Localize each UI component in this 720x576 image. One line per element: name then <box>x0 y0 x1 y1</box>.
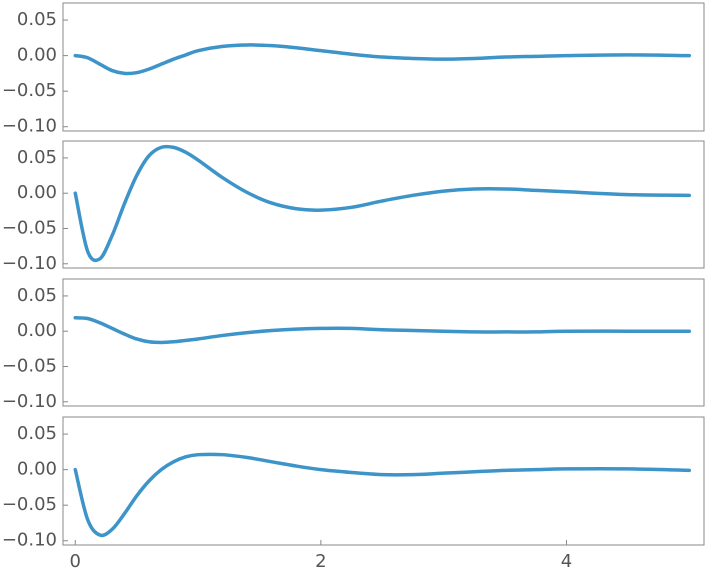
plot-frame <box>62 140 705 269</box>
data-line <box>73 43 692 76</box>
y-tick-label: −0.10 <box>2 116 57 137</box>
data-line <box>73 144 692 263</box>
y-tick-label: −0.10 <box>2 253 57 274</box>
y-tick-label: −0.05 <box>2 494 57 515</box>
y-tick-label: 0.05 <box>17 423 57 444</box>
y-tick-label: −0.05 <box>2 355 57 376</box>
y-tick-label: 0.00 <box>17 45 57 66</box>
data-line <box>73 452 692 538</box>
y-tick-label: −0.10 <box>2 391 57 412</box>
plot-frame <box>62 416 705 546</box>
plot-frame <box>62 2 705 132</box>
y-tick-label: 0.00 <box>17 182 57 203</box>
y-tick-label: 0.00 <box>17 320 57 341</box>
y-tick-label: 0.00 <box>17 459 57 480</box>
x-tick-label: 0 <box>70 551 81 572</box>
y-tick-label: 0.05 <box>17 147 57 168</box>
y-tick-label: −0.05 <box>2 80 57 101</box>
data-line <box>73 316 692 345</box>
y-tick-label: 0.05 <box>17 9 57 30</box>
y-tick-label: 0.05 <box>17 285 57 306</box>
x-tick-label: 2 <box>315 551 326 572</box>
x-tick-label: 4 <box>561 551 572 572</box>
y-tick-label: −0.10 <box>2 530 57 551</box>
plot-frame <box>62 278 705 407</box>
y-tick-label: −0.05 <box>2 217 57 238</box>
